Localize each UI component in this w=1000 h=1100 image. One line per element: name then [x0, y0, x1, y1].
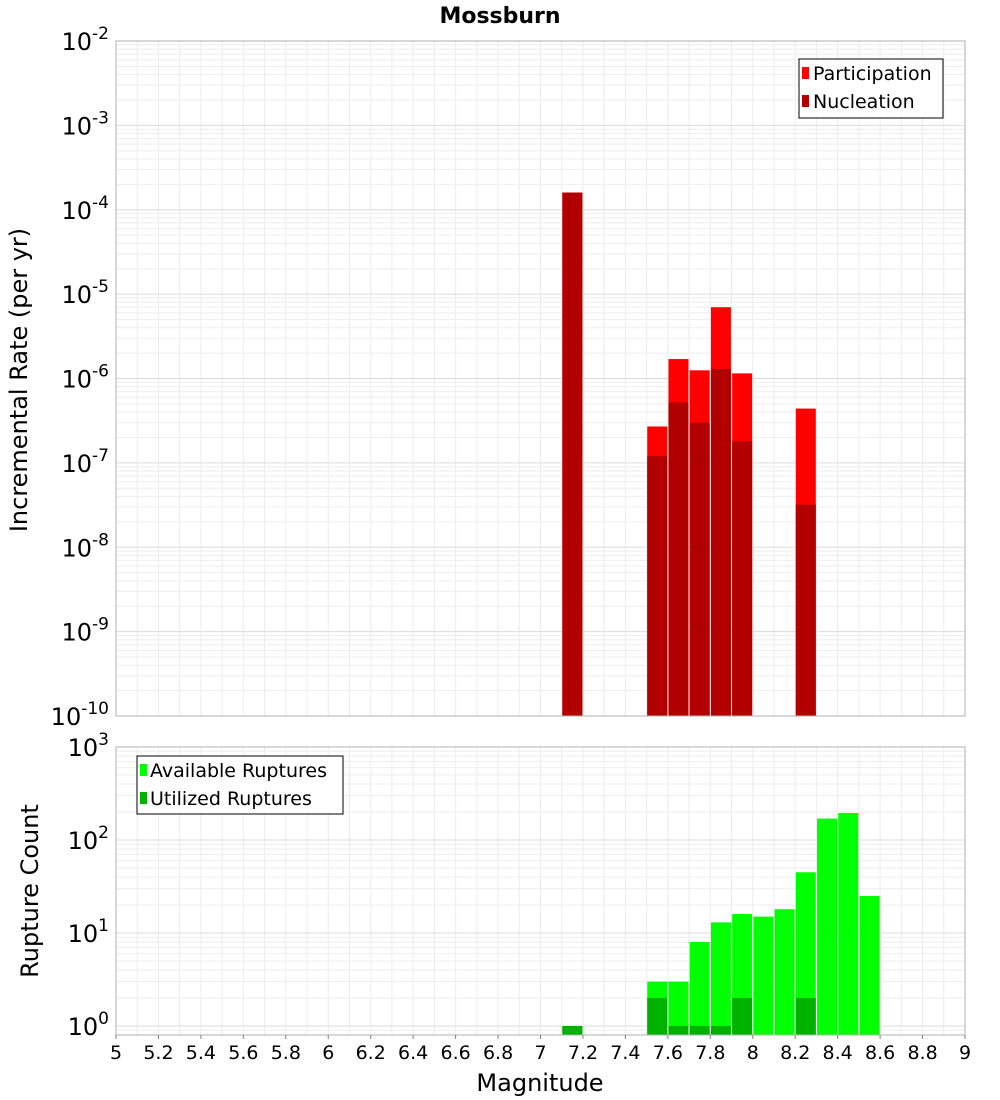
y-tick-label: 100	[68, 1009, 109, 1041]
bar-available-ruptures-8.15	[774, 909, 795, 1035]
x-axis-label: Magnitude	[476, 1069, 603, 1097]
top-legend-box	[798, 58, 944, 119]
legend-swatch-utilized-ruptures	[140, 792, 147, 804]
legend-label-participation: Participation	[813, 63, 932, 85]
bar-available-ruptures-8.35	[817, 818, 838, 1035]
bar-available-ruptures-8.45	[838, 813, 859, 1035]
x-tick-label: 6.6	[440, 1042, 470, 1064]
top-plot-frame	[115, 40, 966, 717]
y-tick-label: 10-9	[62, 615, 110, 647]
bar-utilized-ruptures-7.85	[710, 1025, 731, 1035]
top-plot: 10-10 10-9 10-8 10-7 10-6 10-5 10-4 10-3 10-2 In…	[5, 24, 966, 731]
bar-available-ruptures-8.25	[795, 872, 816, 1035]
bar-available-ruptures-8.55	[859, 895, 880, 1035]
top-y-axis-label: Incremental Rate (per yr)	[5, 228, 33, 532]
y-tick-label: 10-7	[62, 446, 110, 478]
bottom-y-axis-label: Rupture Count	[16, 804, 44, 978]
bar-utilized-ruptures-7.95	[732, 997, 753, 1035]
x-tick-label: 7.8	[695, 1042, 725, 1064]
x-tick-label: 5	[110, 1042, 122, 1064]
x-tick-label: 8	[747, 1042, 759, 1064]
top-legend: Participation Nucleation	[798, 58, 944, 119]
top-bars	[562, 192, 816, 717]
x-tick-label: 6.8	[483, 1042, 513, 1064]
legend-label-utilized-ruptures: Utilized Ruptures	[150, 788, 312, 810]
bar-available-ruptures-7.85	[710, 922, 731, 1035]
y-tick-label: 10-10	[51, 699, 109, 731]
bottom-y-tick-labels: 100 101 102 103	[68, 730, 109, 1041]
x-tick-label: 6	[322, 1042, 334, 1064]
bar-utilized-ruptures-7.55	[647, 997, 668, 1035]
bar-nucleation-7.85	[710, 368, 731, 716]
bar-utilized-ruptures-7.75	[689, 1025, 710, 1035]
chart-title: Mossburn	[439, 4, 560, 29]
legend-label-available-ruptures: Available Ruptures	[150, 760, 327, 782]
bar-available-ruptures-7.65	[668, 981, 689, 1035]
y-tick-label: 10-8	[62, 530, 110, 562]
y-tick-label: 10-6	[62, 362, 110, 394]
x-tick-label: 5.2	[143, 1042, 173, 1064]
bar-available-ruptures-8.05	[753, 916, 774, 1035]
legend-swatch-nucleation	[802, 95, 809, 107]
x-tick-label: 7.6	[653, 1042, 683, 1064]
x-tick-label: 5.4	[186, 1042, 216, 1064]
y-tick-label: 10-5	[62, 277, 110, 309]
legend-swatch-available-ruptures	[140, 764, 147, 776]
bottom-legend-box	[136, 755, 344, 815]
y-tick-label: 101	[68, 916, 109, 948]
x-tick-label: 5.8	[271, 1042, 301, 1064]
top-gridlines	[116, 41, 966, 717]
bottom-legend: Available Ruptures Utilized Ruptures	[136, 755, 344, 815]
x-tick-label: 7.2	[568, 1042, 598, 1064]
x-tick-label: 7	[534, 1042, 546, 1064]
y-tick-label: 102	[68, 823, 109, 855]
x-tick-label: 6.4	[398, 1042, 428, 1064]
legend-label-nucleation: Nucleation	[813, 91, 915, 113]
bar-utilized-ruptures-7.65	[668, 1025, 689, 1035]
bar-available-ruptures-7.75	[689, 942, 710, 1035]
y-tick-label: 10-4	[62, 193, 110, 225]
bar-nucleation-7.95	[732, 441, 753, 716]
bar-nucleation-7.15	[562, 192, 583, 717]
bar-nucleation-7.55	[647, 456, 668, 716]
y-tick-label: 10-3	[62, 108, 110, 140]
x-tick-label: 8.2	[780, 1042, 810, 1064]
bar-utilized-ruptures-7.15	[562, 1025, 583, 1035]
legend-swatch-participation	[802, 67, 809, 79]
x-tick-labels: 5 5.2 5.4 5.6 5.8 6 6.2 6.4 6.6 6.8 7 7.2 7.4 7.6 7.8 8…	[110, 1035, 971, 1064]
x-tick-label: 8.4	[823, 1042, 853, 1064]
y-tick-label: 10-2	[62, 24, 110, 56]
x-tick-label: 5.6	[228, 1042, 258, 1064]
bottom-bars	[562, 813, 880, 1035]
bar-nucleation-7.75	[689, 422, 710, 716]
bar-nucleation-8.25	[795, 504, 816, 716]
x-tick-label: 8.8	[907, 1042, 937, 1064]
x-tick-label: 6.2	[356, 1042, 386, 1064]
x-tick-label: 8.6	[865, 1042, 895, 1064]
top-y-tick-labels: 10-10 10-9 10-8 10-7 10-6 10-5 10-4 10-3 10-2	[51, 24, 109, 731]
y-tick-label: 103	[68, 730, 109, 762]
x-tick-label: 9	[959, 1042, 971, 1064]
bar-utilized-ruptures-8.25	[795, 997, 816, 1035]
bottom-plot: 100 101 102 103 5 5.2 5.4 5.6 5.8 6 6.2 6.4 6.6 6.8 7…	[16, 730, 971, 1097]
x-tick-label: 7.4	[610, 1042, 640, 1064]
bar-nucleation-7.65	[668, 402, 689, 716]
